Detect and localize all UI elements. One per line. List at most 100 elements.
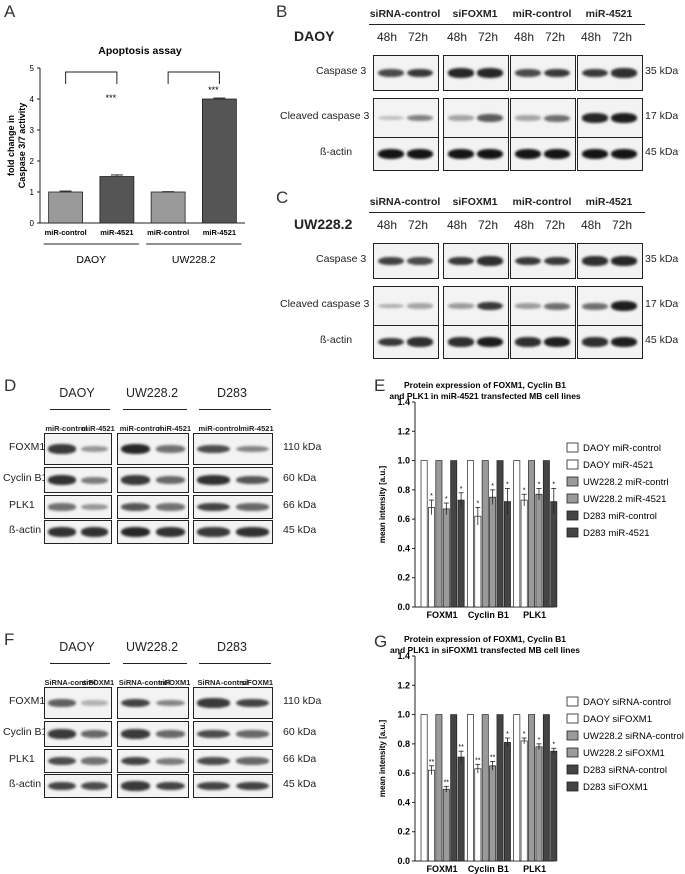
bar — [150, 191, 186, 224]
lane-label: miR-control — [119, 424, 162, 433]
blot-band — [448, 68, 474, 78]
blot-band — [80, 503, 109, 511]
blot-band — [121, 502, 151, 512]
y-tick-label: 5 — [30, 64, 35, 73]
legend-swatch — [566, 527, 579, 538]
significance-marker: * — [491, 483, 494, 490]
x-tick-label: PLK1 — [523, 864, 546, 874]
group-header: miR-control — [512, 196, 572, 208]
bar — [450, 460, 458, 608]
blot-panel — [117, 433, 189, 465]
cell-line-header: D283 — [217, 640, 247, 654]
blot-band — [197, 698, 230, 708]
blot-band — [121, 698, 151, 708]
y-axis-label: mean intensity [a.u.] — [378, 465, 387, 543]
timepoint-label: 48h — [581, 218, 602, 232]
blot-band — [515, 68, 541, 78]
x-tick-label: FOXM1 — [426, 610, 457, 620]
blot-panel — [193, 433, 273, 465]
group-underline — [369, 212, 441, 213]
blot-band — [155, 445, 186, 453]
blot-band — [544, 149, 570, 159]
blot-band — [121, 781, 151, 791]
bar — [503, 501, 511, 608]
legend-swatch — [566, 713, 579, 724]
chart-title: and PLK1 in miR-4521 transfected MB cell… — [389, 391, 581, 401]
y-tick-label: 2 — [30, 157, 35, 166]
blot-panel — [193, 687, 273, 719]
lane-label: SiRNA-control — [44, 678, 96, 687]
blot-panel — [193, 520, 273, 544]
blot-panel — [373, 137, 439, 171]
blot-band — [236, 503, 269, 511]
blot-band — [582, 68, 608, 78]
kda-label: 60 kDa — [283, 726, 317, 738]
group-header: siRNA-control — [369, 8, 441, 20]
row-label: PLK1 — [9, 753, 35, 765]
blot-band — [155, 781, 186, 791]
bar — [99, 176, 135, 224]
blot-band — [80, 730, 109, 738]
y-tick-label: 0.4 — [397, 543, 410, 553]
protein-expression-sifoxm1-chart: Protein expression of FOXM1, Cyclin B1an… — [378, 634, 684, 874]
blot-panel — [44, 520, 112, 544]
bar — [503, 742, 511, 862]
kda-label: 66 kDa — [283, 499, 317, 511]
blot-panel — [443, 286, 509, 326]
legend-swatch — [566, 476, 579, 487]
blot-panel — [443, 325, 509, 359]
blot-panel — [443, 137, 509, 171]
blot-band — [544, 68, 570, 78]
x-tick-label: miR-4521 — [100, 228, 133, 237]
significance-marker: * — [523, 731, 526, 738]
y-tick-label: 1.4 — [397, 397, 410, 407]
significance-marker: * — [523, 487, 526, 494]
lane-label: miR-control — [45, 424, 88, 433]
group-header: siFOXM1 — [452, 196, 498, 208]
cell-line-header: DAOY — [59, 640, 95, 654]
western-blot-daoy-caspase: DAOY siRNA-control siFOXM1 miR-control miR-4… — [280, 0, 685, 185]
bar — [457, 499, 465, 608]
lane-label: siFOXM1 — [82, 678, 115, 687]
timepoint-label: 48h — [447, 218, 468, 232]
blot-band — [515, 303, 541, 309]
cell-line-header: DAOY — [59, 386, 95, 400]
blot-band — [155, 527, 186, 537]
blot-band — [544, 256, 570, 266]
blot-band — [448, 149, 474, 159]
x-tick-label: miR-control — [147, 228, 189, 237]
blot-panel — [373, 98, 439, 138]
lane-label: siFOXM1 — [158, 678, 191, 687]
group-header: miR-control — [512, 8, 572, 20]
group-header: siFOXM1 — [452, 8, 498, 20]
y-tick-label: 0.6 — [397, 768, 410, 778]
y-tick-label: 0.0 — [397, 602, 410, 612]
legend-label: D283 siRNA-control — [583, 765, 667, 776]
timepoint-label: 72h — [612, 218, 633, 232]
x-tick-label: FOXM1 — [426, 864, 457, 874]
cell-line-header: UW228.2 — [125, 386, 179, 400]
blot-band — [48, 527, 76, 537]
bar — [528, 460, 536, 608]
kda-label: 17 kDa — [645, 110, 679, 122]
blot-band — [236, 698, 269, 708]
legend-label: DAOY miR-control — [583, 443, 661, 454]
blot-panel — [117, 721, 189, 747]
lane-label: miR-4521 — [240, 424, 274, 433]
blot-band — [477, 68, 503, 78]
cell-line-header: D283 — [217, 386, 247, 400]
blot-band — [48, 503, 76, 511]
blot-band — [582, 337, 608, 347]
timepoint-label: 48h — [377, 30, 398, 44]
blot-band — [121, 475, 151, 485]
lane-label: siFOXM1 — [240, 678, 273, 687]
blot-panel — [443, 98, 509, 138]
lane-label: miR-control — [198, 424, 241, 433]
blot-panel — [510, 55, 576, 91]
timepoint-label: 48h — [447, 30, 468, 44]
cell-line-underline — [199, 409, 271, 410]
kda-label: 45 kDa — [645, 334, 679, 346]
group-underline — [506, 212, 578, 213]
panel-letter-g: G — [374, 632, 388, 651]
bar — [466, 714, 474, 862]
